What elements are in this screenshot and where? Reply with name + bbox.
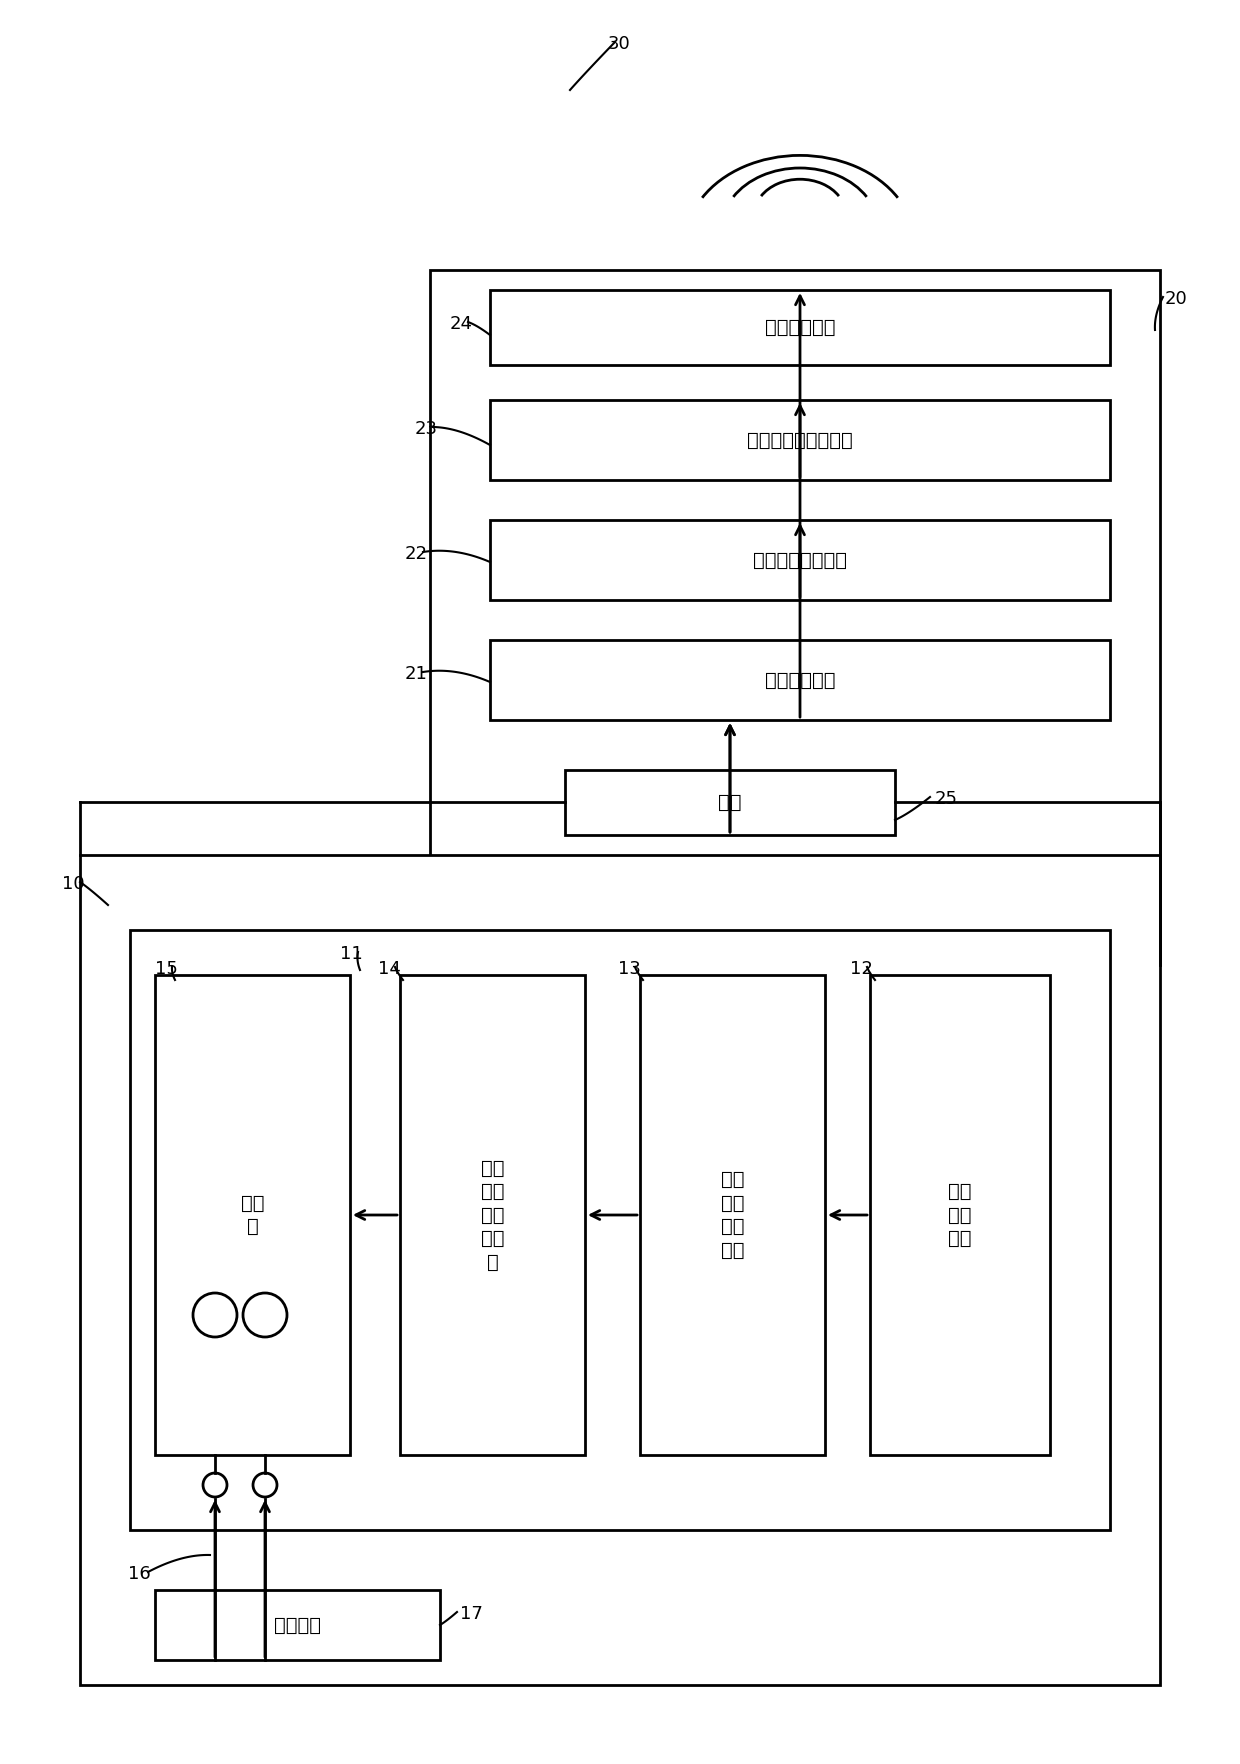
Text: 17: 17	[460, 1605, 482, 1623]
Bar	[640, 975, 825, 1455]
Bar	[490, 640, 1110, 720]
Text: 25: 25	[935, 790, 959, 808]
Text: 10: 10	[62, 875, 84, 893]
Text: 条码: 条码	[718, 794, 742, 811]
Bar	[401, 975, 585, 1455]
Bar	[490, 400, 1110, 480]
Text: 继电
器: 继电 器	[241, 1194, 264, 1237]
Text: 蓝牙发送装置: 蓝牙发送装置	[765, 318, 836, 337]
Bar	[565, 771, 895, 834]
Text: 13: 13	[618, 960, 641, 977]
Text: 16: 16	[128, 1565, 151, 1582]
Bar	[430, 270, 1159, 965]
Bar	[130, 930, 1110, 1529]
Text: 21: 21	[405, 665, 428, 683]
Text: 20: 20	[1166, 289, 1188, 309]
Text: 14: 14	[378, 960, 401, 977]
Text: 24: 24	[450, 316, 472, 333]
Text: 12: 12	[849, 960, 873, 977]
Text: 11: 11	[340, 946, 363, 963]
Text: 解锁器编解码电路: 解锁器编解码电路	[753, 550, 847, 570]
Text: 条码接收装置: 条码接收装置	[765, 670, 836, 690]
Bar	[490, 289, 1110, 365]
Bar	[81, 856, 1159, 1685]
Text: 30: 30	[608, 35, 631, 53]
Text: 15: 15	[155, 960, 177, 977]
Text: 锁紧
器计
算控
制电
路: 锁紧 器计 算控 制电 路	[481, 1159, 505, 1272]
Text: 23: 23	[415, 420, 438, 437]
Bar	[155, 975, 350, 1455]
Text: 蓝牙
接收
装置: 蓝牙 接收 装置	[949, 1182, 972, 1247]
Text: 22: 22	[405, 545, 428, 563]
Text: 举升装置: 举升装置	[274, 1616, 321, 1635]
Text: 解锁器计算控制电路: 解锁器计算控制电路	[748, 430, 853, 450]
Text: 锁紧
器编
解码
电路: 锁紧 器编 解码 电路	[720, 1170, 744, 1259]
Bar	[870, 975, 1050, 1455]
Bar	[490, 520, 1110, 600]
Bar	[155, 1589, 440, 1660]
